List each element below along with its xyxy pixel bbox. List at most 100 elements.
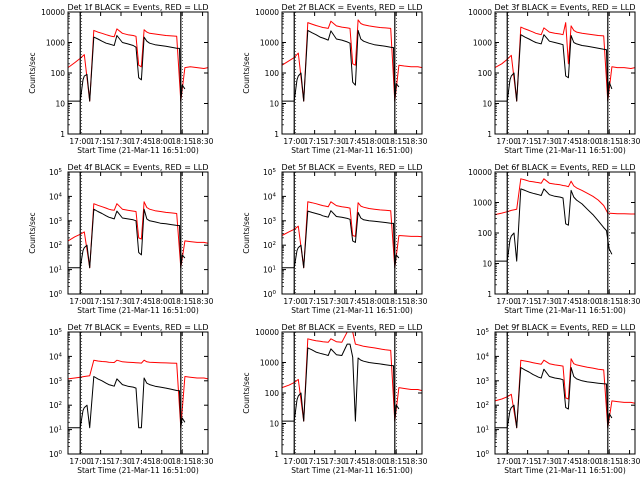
- y-tick-label: 101: [49, 266, 62, 275]
- series-line-black-3: [495, 34, 613, 102]
- x-tick-label: 17:15: [304, 297, 326, 306]
- chart-panel-4: Det 4f BLACK = Events, RED = LLD17:0017:…: [28, 163, 214, 315]
- y-tick-label: 10: [269, 100, 279, 109]
- chart-panel-7: Det 7f BLACK = Events, RED = LLD17:0017:…: [49, 323, 214, 475]
- x-tick-label: 18:30: [192, 457, 214, 466]
- x-tick-label: 17:45: [131, 457, 153, 466]
- x-tick-label: 17:30: [537, 457, 559, 466]
- x-tick-label: 18:00: [365, 297, 387, 306]
- y-tick-label: 104: [49, 352, 63, 361]
- x-tick-label: 17:45: [558, 457, 580, 466]
- x-tick-label: 17:15: [90, 137, 112, 146]
- y-tick-label: 105: [49, 328, 63, 337]
- y-tick-label: 100: [265, 389, 280, 398]
- y-axis-label: Counts/sec: [242, 372, 251, 413]
- plot-frame: [281, 331, 423, 455]
- chart-panel-9: Det 9f BLACK = Events, RED = LLD17:0017:…: [476, 323, 640, 475]
- y-tick-label: 1000: [473, 39, 492, 48]
- series-line-red-8: [281, 331, 423, 422]
- x-tick-label: 18:30: [619, 297, 640, 306]
- series-line-red-4: [67, 201, 209, 269]
- chart-title: Det 1f BLACK = Events, RED = LLD: [67, 3, 208, 12]
- y-tick-label: 103: [49, 217, 63, 226]
- plot-frame: [494, 331, 636, 455]
- y-tick-label: 103: [49, 377, 63, 386]
- chart-title: Det 2f BLACK = Events, RED = LLD: [281, 3, 422, 12]
- x-tick-label: 17:15: [304, 457, 326, 466]
- y-tick-label: 100: [49, 450, 63, 459]
- chart-title: Det 6f BLACK = Events, RED = LLD: [494, 163, 635, 172]
- x-tick-label: 17:45: [345, 297, 367, 306]
- y-tick-label: 1: [487, 130, 492, 139]
- y-tick-label: 1000: [260, 39, 279, 48]
- y-tick-label: 10000: [255, 8, 279, 17]
- x-tick-label: 17:45: [345, 137, 367, 146]
- x-tick-label: 18:00: [578, 457, 600, 466]
- x-tick-label: 17:30: [537, 137, 559, 146]
- x-tick-label: 18:00: [151, 137, 173, 146]
- x-axis-label: Start Time (21-Mar-11 16:51:00): [504, 146, 626, 155]
- x-tick-label: 18:30: [619, 457, 640, 466]
- y-tick-label: 100: [263, 290, 277, 299]
- series-line-red-7: [67, 359, 209, 429]
- chart-title: Det 7f BLACK = Events, RED = LLD: [67, 323, 208, 332]
- plot-frame: [494, 171, 636, 295]
- series-line-black-4: [68, 208, 186, 269]
- x-tick-label: 17:45: [345, 457, 367, 466]
- series-line-black-5: [282, 210, 400, 269]
- x-tick-label: 18:30: [192, 297, 214, 306]
- y-tick-label: 103: [476, 377, 490, 386]
- x-tick-label: 18:15: [598, 457, 620, 466]
- x-tick-label: 17:15: [517, 137, 539, 146]
- y-tick-label: 10000: [41, 8, 65, 17]
- x-tick-label: 18:15: [385, 457, 407, 466]
- y-tick-label: 1000: [260, 359, 279, 368]
- chart-title: Det 4f BLACK = Events, RED = LLD: [67, 163, 208, 172]
- y-tick-label: 101: [49, 426, 62, 435]
- y-tick-label: 10: [482, 100, 492, 109]
- y-tick-label: 105: [263, 168, 277, 177]
- x-tick-label: 18:00: [578, 297, 600, 306]
- y-axis-label: Counts/sec: [28, 52, 37, 93]
- x-tick-label: 18:30: [406, 297, 428, 306]
- x-tick-label: 17:30: [110, 457, 132, 466]
- y-tick-label: 105: [476, 328, 490, 337]
- y-tick-label: 1000: [473, 199, 492, 208]
- x-axis-label: Start Time (21-Mar-11 16:51:00): [77, 146, 199, 155]
- series-line-black-6: [495, 188, 613, 262]
- y-tick-label: 104: [263, 192, 277, 201]
- x-tick-label: 18:15: [598, 137, 620, 146]
- x-tick-label: 18:15: [385, 297, 407, 306]
- y-tick-label: 100: [478, 229, 493, 238]
- x-tick-label: 17:30: [110, 297, 132, 306]
- x-tick-label: 18:30: [406, 137, 428, 146]
- y-axis-label: Counts/sec: [242, 212, 251, 253]
- series-line-black-8: [282, 343, 400, 422]
- x-axis-label: Start Time (21-Mar-11 16:51:00): [291, 306, 413, 315]
- x-tick-label: 18:00: [365, 457, 387, 466]
- chart-title: Det 5f BLACK = Events, RED = LLD: [281, 163, 422, 172]
- y-tick-label: 1: [274, 450, 279, 459]
- chart-panel-8: Det 8f BLACK = Events, RED = LLD17:0017:…: [242, 323, 428, 475]
- series-line-black-9: [495, 367, 613, 429]
- y-tick-label: 10: [55, 100, 65, 109]
- x-tick-label: 17:30: [324, 137, 346, 146]
- x-tick-label: 18:15: [598, 297, 620, 306]
- x-tick-label: 18:15: [171, 297, 193, 306]
- x-tick-label: 17:45: [131, 137, 153, 146]
- y-tick-label: 104: [476, 352, 490, 361]
- x-tick-label: 17:15: [517, 457, 539, 466]
- series-line-red-9: [494, 358, 636, 429]
- y-tick-label: 100: [265, 69, 280, 78]
- series-line-red-1: [67, 28, 209, 102]
- chart-panel-6: Det 6f BLACK = Events, RED = LLD17:0017:…: [468, 163, 640, 315]
- plot-frame: [67, 331, 209, 455]
- y-tick-label: 101: [476, 426, 489, 435]
- y-tick-label: 102: [263, 241, 276, 250]
- series-line-black-7: [68, 376, 186, 429]
- x-tick-label: 18:00: [151, 457, 173, 466]
- y-tick-label: 10: [482, 260, 492, 269]
- y-tick-label: 104: [49, 192, 63, 201]
- y-tick-label: 100: [51, 69, 66, 78]
- x-axis-label: Start Time (21-Mar-11 16:51:00): [291, 466, 413, 475]
